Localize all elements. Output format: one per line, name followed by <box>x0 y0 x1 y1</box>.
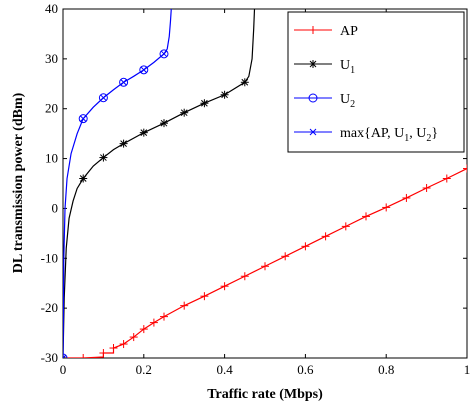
series-layer <box>63 9 467 358</box>
data-point <box>99 153 108 162</box>
data-point <box>159 49 169 59</box>
x-tick-label: 1 <box>464 362 471 377</box>
legend-entry: AP <box>294 24 358 39</box>
x-tick-label: 0.6 <box>297 362 314 377</box>
y-tick-label: 0 <box>52 200 59 215</box>
data-point <box>99 349 108 358</box>
data-point <box>149 318 158 327</box>
data-point <box>200 292 209 301</box>
data-point <box>402 193 411 202</box>
data-point <box>119 77 129 87</box>
data-point <box>463 164 467 173</box>
x-tick-label: 0.2 <box>136 362 152 377</box>
y-tick-label: 20 <box>45 101 58 116</box>
data-point <box>129 333 138 342</box>
data-point <box>160 119 168 128</box>
legend-label: max{AP, U1, U2} <box>340 126 438 144</box>
legend-label: U1 <box>340 58 355 76</box>
data-point <box>79 354 88 358</box>
legend-entry: max{AP, U1, U2} <box>294 126 438 144</box>
data-point <box>382 203 391 212</box>
data-point <box>309 26 317 34</box>
data-point <box>442 174 451 183</box>
data-point <box>362 212 370 221</box>
y-tick-label: 10 <box>45 151 58 166</box>
data-point <box>321 232 330 241</box>
data-point <box>301 242 310 251</box>
legend-box <box>287 11 465 153</box>
data-point <box>98 93 108 103</box>
data-point <box>160 312 168 321</box>
y-tick-label: 40 <box>45 1 58 16</box>
data-point <box>119 340 128 349</box>
x-tick-label: 0 <box>60 362 67 377</box>
y-tick-label: 30 <box>45 51 58 66</box>
data-point <box>200 99 209 108</box>
data-point <box>309 128 317 136</box>
y-tick-label: -20 <box>41 300 58 315</box>
legend: AP U1 U2 max{AP, U1, U2} <box>287 11 465 153</box>
data-point <box>422 183 431 192</box>
data-point <box>180 108 189 117</box>
ticks: 0 0.2 0.4 0.6 0.8 1 -30 -20 -10 0 10 20 30 40 <box>41 1 471 377</box>
data-point <box>308 93 318 103</box>
data-point <box>220 282 229 291</box>
y-tick-label: -30 <box>41 350 58 365</box>
legend-entry: U2 <box>294 92 355 110</box>
data-point <box>79 174 88 183</box>
y-axis-label: DL transmission power (dBm) <box>11 92 26 273</box>
x-axis-label: Traffic rate (Mbps) <box>207 387 323 402</box>
data-point <box>139 65 149 75</box>
data-point <box>139 325 148 334</box>
data-point <box>139 128 148 137</box>
data-point <box>240 78 249 87</box>
series-line-0 <box>63 168 467 358</box>
data-point <box>281 252 290 261</box>
legend-entry: U1 <box>294 58 355 76</box>
legend-label: U2 <box>340 92 355 110</box>
x-tick-label: 0.8 <box>378 362 394 377</box>
data-point <box>180 301 189 310</box>
data-point <box>240 272 249 281</box>
data-point <box>220 90 229 99</box>
data-point <box>119 139 128 148</box>
x-tick-label: 0.4 <box>216 362 233 377</box>
legend-label: AP <box>340 24 358 39</box>
data-point <box>63 353 68 358</box>
y-tick-label: -10 <box>41 250 58 265</box>
data-point <box>109 344 118 353</box>
series-line-2 <box>63 9 172 358</box>
data-point <box>78 114 88 124</box>
data-point <box>261 262 269 271</box>
data-point <box>341 222 350 231</box>
data-point <box>309 60 317 68</box>
